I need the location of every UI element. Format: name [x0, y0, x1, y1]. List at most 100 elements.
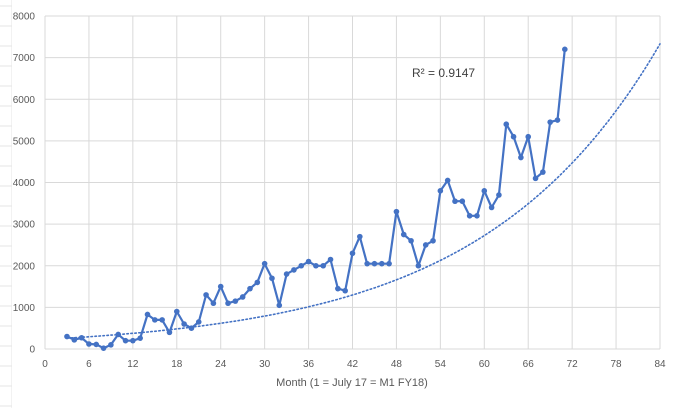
data-point — [320, 262, 327, 269]
data-point — [71, 337, 78, 343]
data-point — [408, 237, 414, 244]
y-tick-label: 0 — [29, 345, 35, 356]
data-point — [378, 260, 385, 267]
data-point — [540, 169, 546, 175]
x-gridlines — [44, 16, 661, 349]
data-point — [415, 262, 422, 269]
data-point — [488, 204, 495, 211]
data-point — [181, 321, 187, 327]
y-tick-label: 8000 — [13, 12, 36, 23]
data-point — [422, 242, 429, 248]
y-tick-label: 4000 — [13, 178, 36, 189]
x-tick-label: 6 — [86, 359, 92, 370]
sheet-gridlines — [0, 0, 13, 408]
data-point — [217, 283, 224, 290]
data-point — [518, 154, 524, 161]
data-point — [93, 341, 100, 348]
data-point — [152, 317, 158, 323]
data-point — [554, 117, 561, 123]
x-tick-label: 12 — [127, 359, 139, 370]
data-point — [452, 198, 458, 205]
data-point — [276, 302, 283, 309]
data-point — [386, 260, 392, 267]
data-point — [444, 177, 451, 184]
data-point — [437, 188, 444, 194]
data-point — [122, 337, 129, 344]
y-axis-tick-labels: 0 1000 2000 3000 4000 5000 6000 7000 8000 — [13, 12, 36, 356]
data-point — [115, 331, 122, 338]
x-tick-label: 54 — [435, 359, 447, 370]
x-axis-title: Month (1 = July 17 = M1 FY18) — [276, 377, 428, 389]
data-point — [100, 345, 107, 351]
data-point — [269, 275, 275, 282]
x-tick-label: 66 — [523, 359, 535, 370]
data-point — [400, 231, 407, 238]
data-point — [532, 175, 539, 182]
data-point — [305, 258, 312, 265]
x-tick-label: 78 — [611, 359, 623, 370]
y-tick-label: 1000 — [13, 303, 36, 314]
data-point — [291, 267, 297, 273]
data-point — [159, 317, 165, 323]
data-point — [349, 250, 356, 257]
data-point — [503, 121, 510, 128]
x-tick-label: 24 — [215, 359, 227, 370]
data-point — [254, 279, 261, 286]
data-point — [86, 341, 92, 347]
x-tick-label: 48 — [391, 359, 403, 370]
data-point — [474, 213, 480, 219]
data-point — [562, 46, 568, 53]
data-point — [481, 188, 488, 194]
data-point — [313, 262, 319, 269]
data-point — [232, 298, 239, 304]
data-point — [364, 260, 370, 267]
data-point — [371, 260, 378, 267]
data-point — [64, 333, 70, 340]
data-point — [298, 262, 305, 269]
data-point — [525, 133, 532, 140]
series-markers — [64, 46, 568, 351]
data-point — [195, 319, 202, 325]
trendline — [66, 43, 661, 339]
y-tick-label: 6000 — [13, 95, 36, 106]
data-point — [496, 192, 502, 198]
data-point — [173, 308, 180, 315]
y-tick-label: 5000 — [13, 136, 36, 147]
data-point — [335, 285, 341, 292]
data-point — [547, 119, 553, 125]
data-point — [210, 300, 217, 307]
x-tick-label: 42 — [347, 359, 359, 370]
data-point — [188, 325, 195, 331]
data-point — [225, 300, 231, 307]
data-point — [466, 213, 473, 219]
data-point — [144, 311, 151, 318]
chart-area — [12, 0, 700, 408]
data-point — [239, 294, 246, 300]
data-point — [247, 285, 253, 292]
data-point — [327, 256, 334, 263]
x-tick-label: 0 — [42, 359, 48, 370]
x-tick-label: 72 — [567, 359, 579, 370]
data-point — [510, 133, 517, 140]
data-point — [137, 335, 143, 341]
x-tick-label: 18 — [171, 359, 183, 370]
x-tick-label: 30 — [259, 359, 271, 370]
data-point — [342, 287, 348, 294]
data-point — [78, 334, 85, 341]
data-point — [393, 208, 400, 215]
data-point — [283, 271, 290, 277]
x-tick-label: 60 — [479, 359, 491, 370]
y-tick-label: 2000 — [13, 261, 36, 272]
data-point — [261, 260, 268, 267]
data-point — [430, 237, 436, 244]
data-point — [108, 342, 114, 348]
data-point — [203, 292, 209, 298]
data-point — [459, 198, 466, 205]
y-tick-label: 3000 — [13, 220, 36, 231]
line-chart[interactable]: 0 1000 2000 3000 4000 5000 6000 7000 8000 0 6 12 18… — [12, 0, 700, 408]
x-axis-tick-labels: 0 6 12 18 24 30 36 42 48 54 60 66 72 78 84 — [42, 359, 666, 370]
x-tick-label: 36 — [303, 359, 315, 370]
r-squared-annotation: R² = 0.9147 — [412, 66, 475, 80]
data-point — [357, 233, 363, 240]
